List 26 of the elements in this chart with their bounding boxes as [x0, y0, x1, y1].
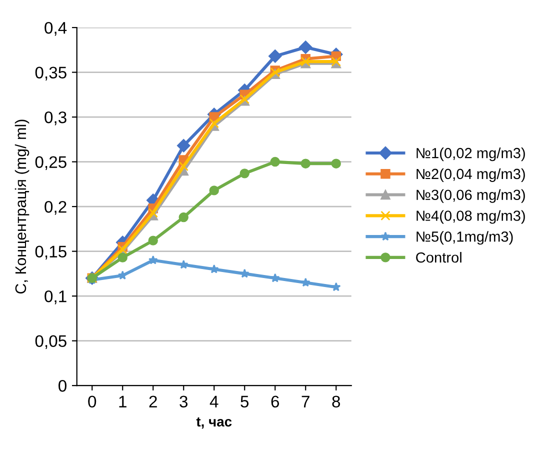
x-axis-title: t, час: [196, 417, 232, 429]
y-tick-label: 0,3: [44, 111, 66, 126]
y-axis-title: C, Концентрація (mg/ ml): [14, 120, 30, 294]
legend-label: №5(0,1mg/m3): [416, 231, 513, 245]
y-tick-label: 0,4: [44, 22, 67, 36]
legend-label: №3(0,06 mg/m3): [416, 189, 525, 203]
y-tick-label: 0,2: [44, 200, 66, 215]
x-tick-label: 3: [180, 396, 188, 408]
y-tick-label: 0: [58, 380, 66, 392]
legend-label: Control: [416, 252, 462, 263]
y-tick-label: 0,15: [35, 246, 66, 260]
y-tick-label: 0,05: [35, 335, 66, 349]
y-tick-label: 0,25: [35, 156, 66, 170]
x-tick-label: 5: [240, 396, 249, 408]
y-tick-label: 0,35: [35, 66, 66, 80]
x-tick-label: 8: [332, 396, 340, 408]
legend-label: №4(0,08 mg/m3): [416, 210, 525, 224]
x-tick-label: 4: [210, 396, 218, 408]
x-tick-label: 0: [88, 396, 96, 408]
legend-label: №1(0,02 mg/m3): [416, 148, 525, 162]
y-tick-label: 0,1: [44, 290, 66, 304]
x-tick-label: 2: [149, 396, 157, 408]
x-tick-label: 6: [271, 396, 280, 408]
x-tick-label: 7: [302, 396, 310, 408]
x-tick-label: 1: [119, 396, 126, 408]
legend-label: №2(0,04 mg/m3): [416, 168, 525, 182]
